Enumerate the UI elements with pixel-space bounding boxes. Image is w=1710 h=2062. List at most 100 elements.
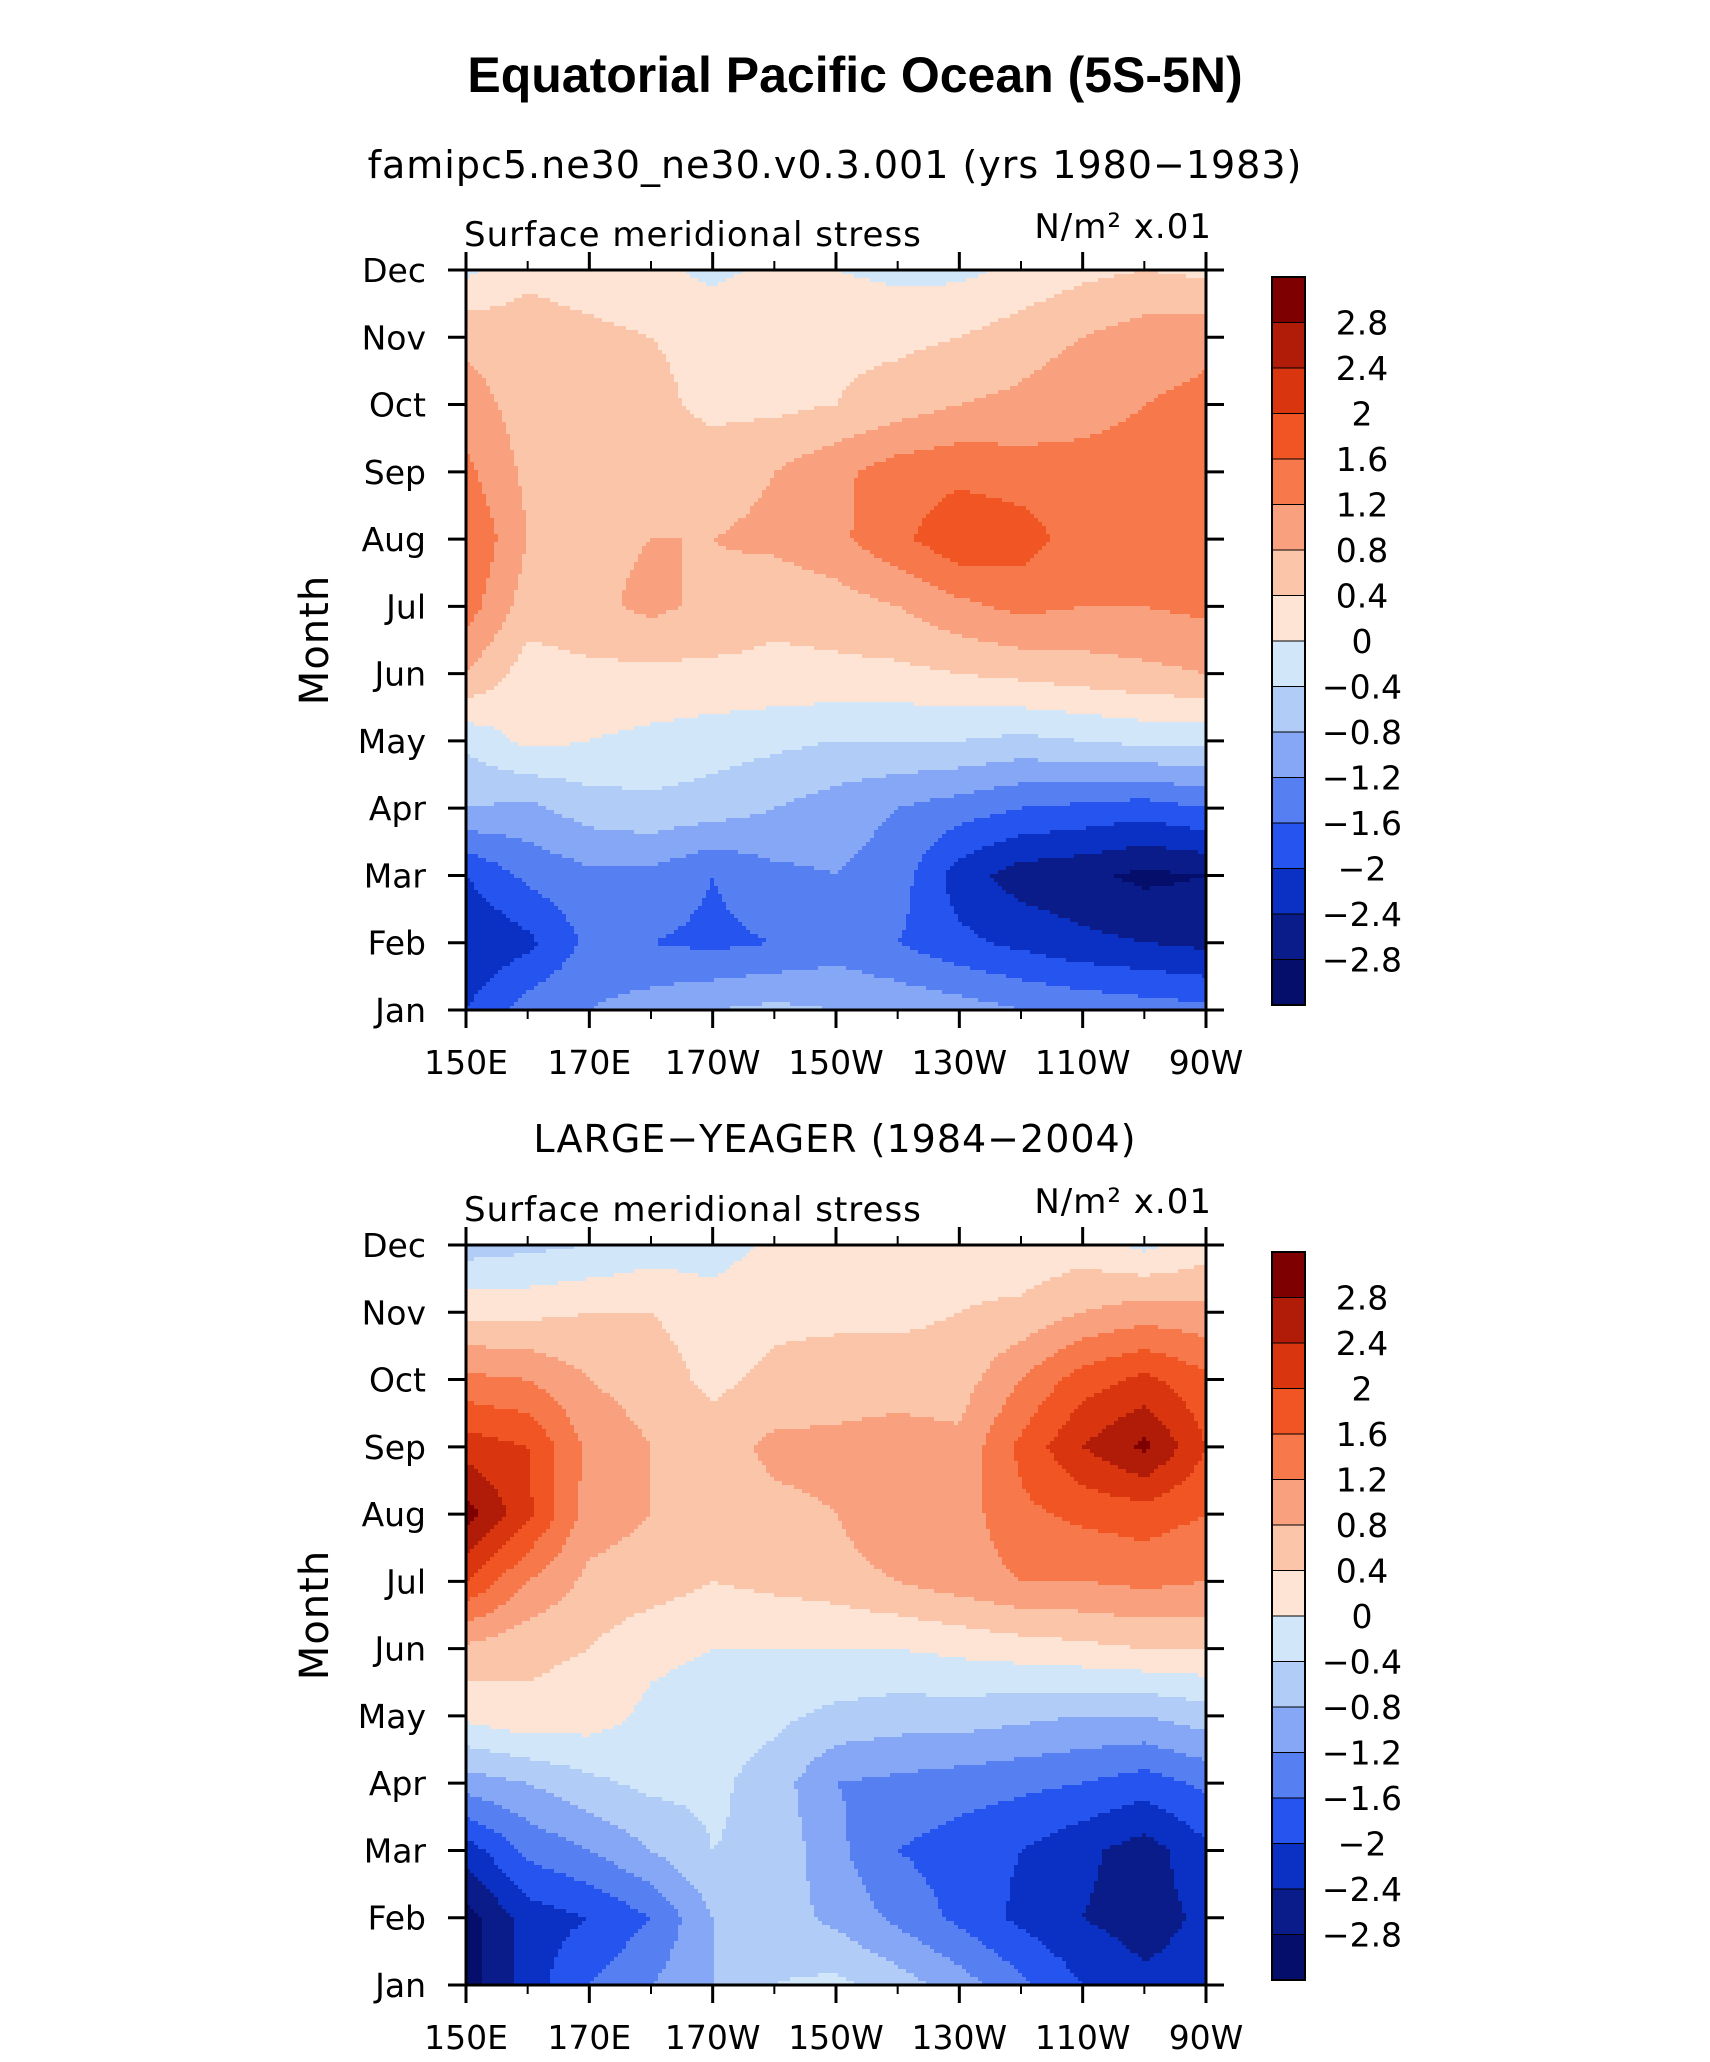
contour-cell	[678, 318, 683, 323]
contour-cell	[638, 294, 643, 299]
contour-cell	[710, 314, 715, 319]
contour-cell	[590, 282, 595, 287]
contour-cell	[594, 314, 599, 319]
contour-cell	[618, 278, 623, 283]
contour-cell	[1078, 314, 1083, 319]
contour-cell	[1026, 298, 1031, 303]
contour-cell	[994, 314, 999, 319]
contour-cell	[714, 290, 719, 295]
contour-cell	[542, 290, 547, 295]
contour-cell	[1102, 314, 1107, 319]
contour-cell	[1082, 274, 1087, 279]
contour-cell	[1110, 282, 1115, 287]
contour-cell	[798, 306, 803, 311]
contour-cell	[714, 294, 719, 299]
contour-cell	[578, 278, 583, 283]
contour-cell	[694, 318, 699, 323]
contour-cell	[1078, 290, 1083, 295]
contour-cell	[1150, 286, 1155, 291]
contour-cell	[598, 286, 603, 291]
contour-cell	[942, 306, 947, 311]
contour-cell	[878, 306, 883, 311]
contour-cell	[774, 278, 779, 283]
contour-cell	[1058, 298, 1063, 303]
contour-cell	[1046, 314, 1051, 319]
contour-cell	[774, 274, 779, 279]
contour-cell	[1066, 298, 1071, 303]
contour-cell	[758, 298, 763, 303]
contour-cell	[526, 286, 531, 291]
contour-cell	[1018, 294, 1023, 299]
contour-cell	[874, 298, 879, 303]
contour-cell	[878, 302, 883, 307]
contour-cell	[494, 318, 499, 323]
contour-cell	[934, 314, 939, 319]
contour-cell	[502, 302, 507, 307]
contour-cell	[990, 310, 995, 315]
contour-cell	[682, 318, 687, 323]
contour-cell	[738, 286, 743, 291]
contour-cell	[662, 314, 667, 319]
contour-cell	[1142, 306, 1147, 311]
contour-cell	[794, 318, 799, 323]
contour-cell	[682, 286, 687, 291]
contour-cell	[990, 314, 995, 319]
contour-cell	[478, 278, 483, 283]
contour-cell	[1006, 290, 1011, 295]
contour-cell	[1074, 274, 1079, 279]
contour-cell	[594, 306, 599, 311]
contour-cell	[754, 310, 759, 315]
contour-cell	[694, 294, 699, 299]
contour-cell	[1058, 286, 1063, 291]
contour-cell	[986, 286, 991, 291]
contour-cell	[898, 286, 903, 291]
contour-cell	[714, 282, 719, 287]
contour-cell	[1166, 294, 1171, 299]
contour-cell	[538, 278, 543, 283]
contour-cell	[518, 294, 523, 299]
contour-cell	[1186, 278, 1191, 283]
contour-cell	[818, 302, 823, 307]
contour-cell	[950, 294, 955, 299]
contour-cell	[722, 302, 727, 307]
contour-cell	[1146, 298, 1151, 303]
contour-cell	[614, 302, 619, 307]
contour-cell	[1138, 282, 1143, 287]
contour-cell	[1054, 298, 1059, 303]
contour-cell	[718, 306, 723, 311]
contour-cell	[1174, 278, 1179, 283]
contour-cell	[658, 302, 663, 307]
contour-cell	[606, 290, 611, 295]
contour-cell	[1034, 290, 1039, 295]
contour-cell	[1102, 310, 1107, 315]
contour-cell	[974, 310, 979, 315]
contour-cell	[546, 302, 551, 307]
contour-cell	[930, 282, 935, 287]
contour-cell	[994, 286, 999, 291]
contour-cell	[834, 290, 839, 295]
contour-cell	[546, 294, 551, 299]
contour-cell	[666, 294, 671, 299]
contour-cell	[610, 314, 615, 319]
contour-cell	[614, 290, 619, 295]
contour-cell	[858, 286, 863, 291]
contour-cell	[694, 278, 699, 283]
contour-cell	[502, 274, 507, 279]
contour-cell	[1178, 306, 1183, 311]
contour-cell	[630, 282, 635, 287]
contour-cell	[570, 306, 575, 311]
contour-cell	[830, 290, 835, 295]
contour-cell	[938, 314, 943, 319]
contour-cell	[1082, 294, 1087, 299]
contour-cell	[986, 278, 991, 283]
contour-cell	[530, 306, 535, 311]
contour-cell	[1042, 282, 1047, 287]
contour-cell	[650, 282, 655, 287]
contour-cell	[1054, 286, 1059, 291]
contour-cell	[534, 318, 539, 323]
contour-cell	[1030, 314, 1035, 319]
contour-cell	[1062, 298, 1067, 303]
contour-cell	[1174, 286, 1179, 291]
contour-cell	[842, 314, 847, 319]
contour-cell	[522, 310, 527, 315]
